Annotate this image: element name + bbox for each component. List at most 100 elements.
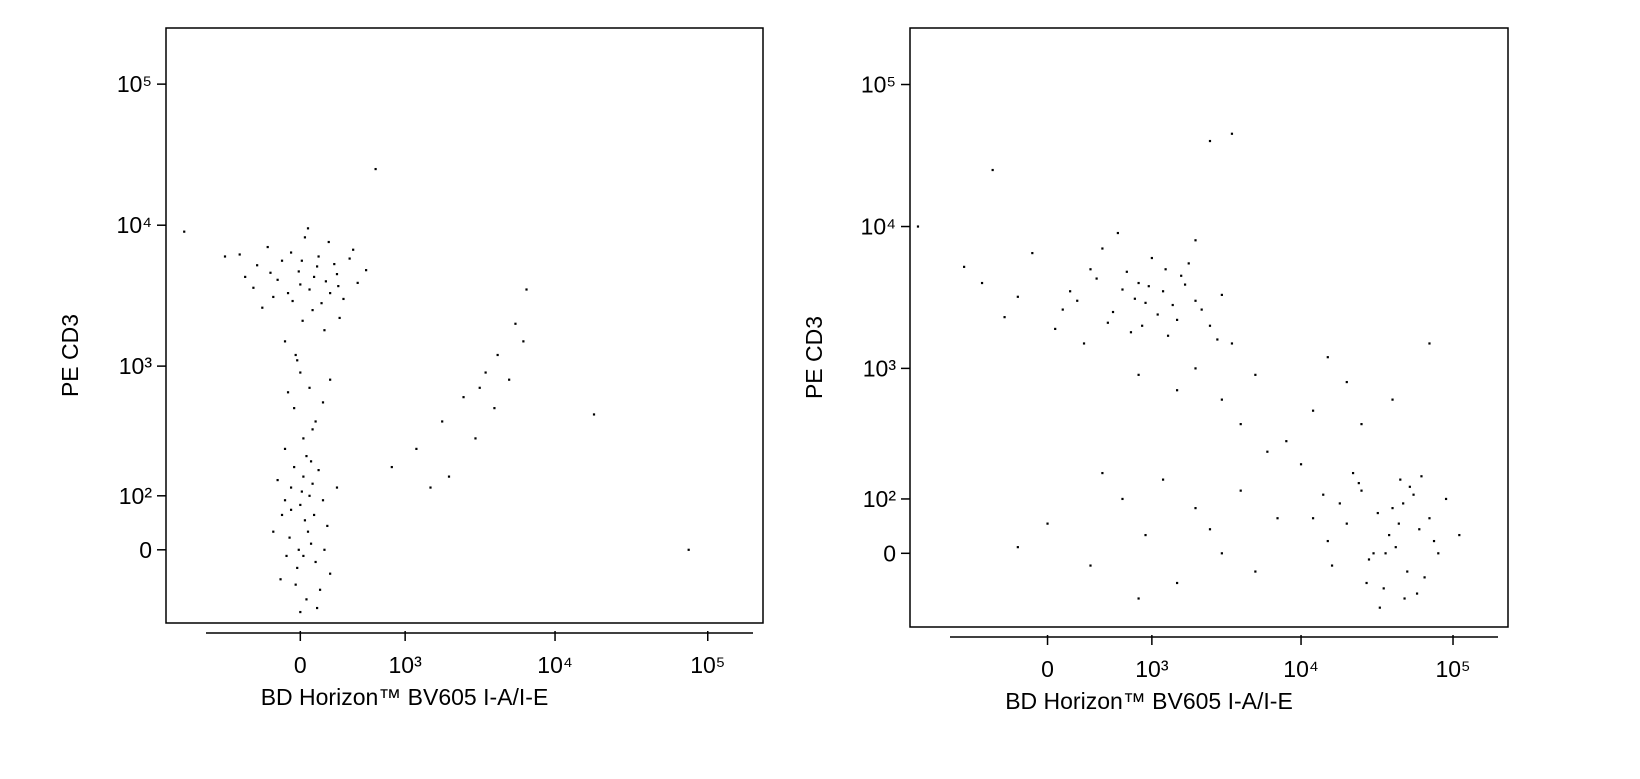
dot [326, 524, 329, 528]
dot [294, 583, 297, 586]
dot [296, 566, 299, 570]
dot [305, 598, 308, 601]
dot [508, 378, 511, 381]
dot [1391, 507, 1394, 510]
dot [1216, 338, 1219, 341]
dot [283, 340, 287, 343]
dot [312, 513, 316, 517]
dot [1418, 528, 1421, 531]
dot [293, 465, 296, 469]
dot [335, 486, 339, 489]
dot [1187, 262, 1190, 265]
dot [1161, 290, 1165, 293]
x-tick-label: 0 [1041, 656, 1054, 682]
dot [1156, 313, 1159, 316]
dot [299, 610, 302, 614]
dot [338, 316, 341, 320]
dot [1420, 475, 1423, 478]
dot [447, 475, 451, 478]
dot [324, 280, 327, 283]
dot [314, 560, 317, 564]
dot [441, 420, 444, 423]
dot [1076, 299, 1079, 302]
dot [1326, 539, 1329, 543]
dot [462, 396, 465, 399]
dot [1266, 450, 1269, 453]
dot [687, 548, 690, 551]
dot [293, 407, 296, 410]
dot [335, 273, 339, 276]
dot [302, 475, 305, 478]
dot [294, 353, 297, 357]
x-tick-label: 10³ [389, 652, 423, 678]
dot [1194, 507, 1197, 510]
dot [261, 306, 264, 309]
dot [1183, 283, 1187, 286]
dot [1125, 270, 1128, 273]
dot [289, 251, 293, 254]
dot [1397, 522, 1400, 525]
dot [1322, 493, 1325, 496]
dot [252, 286, 255, 289]
dot [1406, 570, 1409, 573]
x-tick-label: 10⁴ [1283, 656, 1318, 682]
dot [309, 542, 313, 545]
y-tick-label: 10⁵ [117, 71, 152, 97]
dot [323, 548, 326, 551]
dot [1360, 423, 1363, 426]
dot [1101, 247, 1104, 250]
y-tick-label: 0 [139, 537, 152, 563]
dot [1378, 606, 1381, 609]
dot [321, 401, 325, 404]
dot [279, 578, 282, 581]
dot [415, 447, 418, 450]
dot [314, 420, 317, 423]
plot-frame [165, 27, 764, 624]
dot [1365, 581, 1368, 585]
dot [1194, 367, 1197, 370]
dot [1175, 389, 1179, 392]
dot [283, 447, 287, 450]
dot [1230, 132, 1234, 135]
y-tick-label: 10⁴ [861, 214, 896, 240]
dot [1061, 308, 1064, 311]
dot [285, 554, 288, 558]
plot-panel: 0 10² 10³ 10⁴ 10⁵ 0 10³ 10⁴ 10⁵ BD Horizon™ BV605… [801, 27, 1509, 714]
dot [317, 255, 320, 258]
dot [286, 292, 290, 295]
dot [297, 548, 300, 551]
dot [1082, 342, 1086, 345]
dot [1200, 308, 1203, 311]
dot [1437, 552, 1440, 555]
y-tick-label: 0 [883, 540, 896, 566]
dot [493, 407, 496, 410]
dot [321, 499, 325, 502]
dot [312, 275, 316, 278]
dot [474, 437, 477, 440]
dot [1161, 478, 1165, 481]
dot [337, 285, 340, 288]
dot [1137, 597, 1140, 600]
dot [1239, 489, 1242, 492]
dot [266, 245, 269, 249]
dot [299, 283, 302, 286]
dot [348, 257, 351, 260]
dot [1016, 295, 1019, 298]
y-axis-label: PE CD3 [801, 316, 827, 399]
dot [305, 454, 308, 458]
dot [1402, 502, 1405, 505]
dot [429, 486, 432, 489]
dot [1095, 277, 1098, 280]
dot [1175, 318, 1179, 321]
dot [390, 465, 393, 469]
dot [311, 428, 314, 431]
dot [352, 248, 355, 251]
dot [288, 536, 291, 539]
dot [183, 230, 186, 233]
dot [272, 530, 275, 533]
dot [1330, 564, 1334, 567]
dot [283, 499, 287, 502]
dot [1428, 517, 1431, 520]
dot [1311, 517, 1315, 520]
